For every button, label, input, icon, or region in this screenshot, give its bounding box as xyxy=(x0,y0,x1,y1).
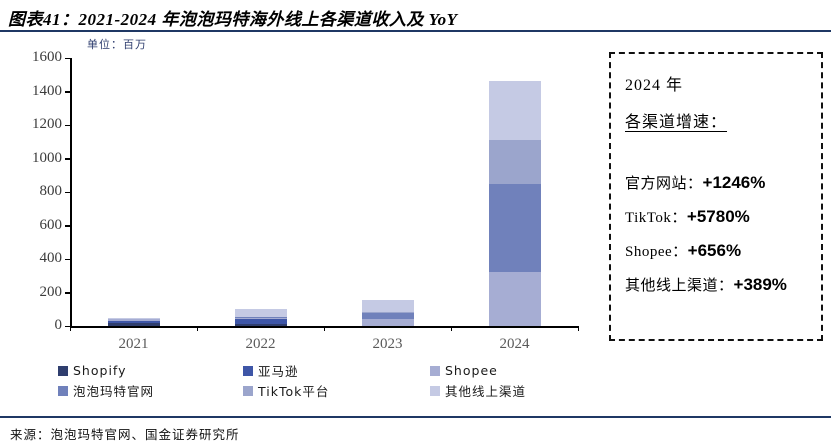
annotation-label: 官方网站： xyxy=(625,176,703,192)
x-axis-category-label: 2022 xyxy=(245,336,276,352)
annotation-row-official-site: 官方网站：+1246% xyxy=(625,172,807,193)
x-axis-category-label: 2021 xyxy=(118,336,149,352)
bar-segment-2021-Shopee xyxy=(107,318,160,322)
legend-item-tiktok: TikTok平台 xyxy=(243,382,430,399)
annotation-box: 2024 年 各渠道增速： 官方网站：+1246% TikTok：+5780% … xyxy=(609,52,823,341)
y-axis-tick-label: 0 xyxy=(54,317,63,333)
bar-segment-2021-亚马逊 xyxy=(107,321,160,324)
legend-swatch-shopee xyxy=(430,365,440,376)
bar-segment-2022-泡泡玛特官网 xyxy=(234,316,287,318)
y-axis-tick xyxy=(65,124,70,126)
bar-segment-2024-Shopee xyxy=(488,272,541,326)
annotation-heading: 各渠道增速： xyxy=(625,114,728,131)
legend-item-other-online: 其他线上渠道 xyxy=(430,382,558,399)
x-axis-tick xyxy=(323,326,325,331)
bar-segment-2023-Shopee xyxy=(361,318,414,326)
x-axis-tick xyxy=(69,326,71,331)
y-axis-tick-label: 1600 xyxy=(32,49,62,65)
y-axis-tick xyxy=(65,158,70,160)
top-divider xyxy=(0,30,831,32)
y-axis-tick xyxy=(65,91,70,93)
source-note: 来源：泡泡玛特官网、国金证券研究所 xyxy=(10,428,240,442)
bottom-divider xyxy=(0,416,831,418)
bar-segment-2023-泡泡玛特官网 xyxy=(361,312,414,319)
annotation-value: +5780% xyxy=(686,207,750,226)
legend-swatch-other-online xyxy=(430,385,440,396)
annotation-label: TikTok： xyxy=(625,210,687,226)
legend-label: 泡泡玛特官网 xyxy=(73,384,155,399)
bar-segment-2022-Shopee xyxy=(234,317,287,319)
legend-label: Shopify xyxy=(73,363,127,378)
legend-label: Shopee xyxy=(445,363,498,378)
legend-item-shopify: Shopify xyxy=(58,362,243,379)
x-axis-category-label: 2024 xyxy=(499,336,530,352)
annotation-row-shopee: Shopee：+656% xyxy=(625,240,807,261)
annotation-value: +1246% xyxy=(702,173,766,192)
legend-swatch-popmart-site xyxy=(58,385,68,396)
x-axis-category-label: 2023 xyxy=(372,336,403,352)
annotation-row-tiktok: TikTok：+5780% xyxy=(625,206,807,227)
bar-segment-2021-Shopify xyxy=(107,323,160,326)
y-axis-tick-label: 1400 xyxy=(32,82,62,99)
bar-segment-2022-亚马逊 xyxy=(234,318,287,325)
bar-segment-2023-其他线上渠道 xyxy=(361,299,414,312)
legend-swatch-shopify xyxy=(58,365,68,376)
annotation-label: Shopee： xyxy=(625,244,688,260)
annotation-value: +389% xyxy=(733,275,787,294)
x-axis-tick xyxy=(196,326,198,331)
legend-item-popmart-site: 泡泡玛特官网 xyxy=(58,382,243,399)
bar-segment-2022-其他线上渠道 xyxy=(234,308,287,317)
annotation-row-other-online: 其他线上渠道：+389% xyxy=(625,274,807,295)
legend-label: 亚马逊 xyxy=(258,364,299,379)
x-axis-tick xyxy=(577,326,579,331)
y-axis-tick-label: 600 xyxy=(39,216,63,233)
legend-label: 其他线上渠道 xyxy=(445,384,527,399)
bar-segment-2024-其他线上渠道 xyxy=(488,81,541,141)
y-axis-tick-label: 1000 xyxy=(32,149,62,166)
y-axis-tick-label: 200 xyxy=(39,283,63,300)
legend-label: TikTok平台 xyxy=(258,384,330,399)
y-axis-tick-label: 400 xyxy=(39,250,63,266)
y-axis-tick-label: 800 xyxy=(39,183,63,199)
chart-legend: Shopify 亚马逊 Shopee 泡泡玛特官网 TikTok平台 其他线上渠… xyxy=(58,362,558,399)
legend-item-shopee: Shopee xyxy=(430,362,558,379)
y-axis-tick xyxy=(65,57,70,59)
bar-segment-2024-TikTok平台 xyxy=(488,140,541,184)
bar-segment-2021-其他线上渠道 xyxy=(107,318,160,319)
annotation-label: 其他线上渠道： xyxy=(625,278,734,294)
y-axis-tick xyxy=(65,292,70,294)
y-axis-tick xyxy=(65,225,70,227)
y-axis-tick-label: 1200 xyxy=(32,116,62,132)
legend-swatch-amazon xyxy=(243,365,253,376)
annotation-value: +656% xyxy=(687,241,742,260)
y-axis-tick xyxy=(65,325,70,327)
bar-segment-2023-TikTok平台 xyxy=(361,311,414,313)
y-axis-line xyxy=(70,58,72,328)
unit-label: 单位：百万 xyxy=(87,39,147,51)
y-axis-tick xyxy=(65,191,70,193)
figure-title: 图表41：2021-2024 年泡泡玛特海外线上各渠道收入及 YoY xyxy=(8,10,458,29)
bar-segment-2024-泡泡玛特官网 xyxy=(488,183,541,273)
annotation-year: 2024 年 xyxy=(625,77,684,94)
y-axis-tick xyxy=(65,258,70,260)
bar-segment-2022-Shopify xyxy=(234,324,287,326)
x-axis-tick xyxy=(450,326,452,331)
legend-item-amazon: 亚马逊 xyxy=(243,362,430,379)
legend-swatch-tiktok xyxy=(243,385,253,396)
